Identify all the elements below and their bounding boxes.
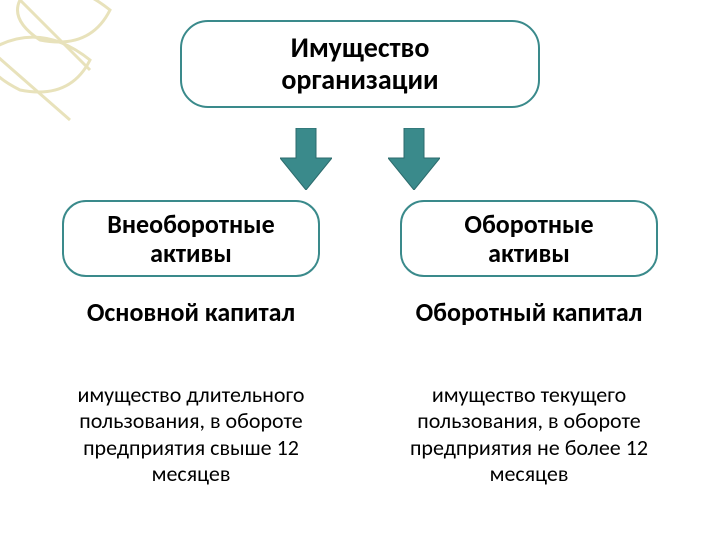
- subhead-right: Оборотный капитал: [400, 298, 658, 327]
- branch-node-right: Оборотные активы: [400, 200, 658, 277]
- arrow-left: [280, 128, 332, 195]
- subhead-left: Основной капитал: [62, 298, 320, 327]
- title-text: Имущество организации: [281, 30, 438, 97]
- description-left-text: имущество длительного пользования, в обо…: [78, 381, 305, 487]
- description-left: имущество длительного пользования, в обо…: [52, 382, 330, 488]
- description-right-text: имущество текущего пользования, в оборот…: [410, 381, 648, 487]
- title-node: Имущество организации: [180, 20, 540, 108]
- arrow-right: [388, 128, 440, 195]
- branch-node-left: Внеоборотные активы: [62, 200, 320, 277]
- subhead-right-text: Оборотный капитал: [416, 296, 643, 328]
- diagram-container: Имущество организации Внеоборотные актив…: [0, 0, 720, 540]
- subhead-left-text: Основной капитал: [87, 296, 295, 328]
- branch-left-text: Внеоборотные активы: [107, 208, 274, 269]
- description-right: имущество текущего пользования, в оборот…: [390, 382, 668, 488]
- branch-right-text: Оборотные активы: [464, 208, 593, 269]
